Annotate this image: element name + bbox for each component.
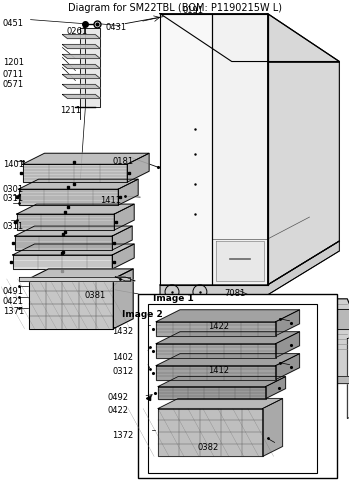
Polygon shape — [62, 45, 100, 49]
Polygon shape — [29, 279, 113, 329]
Polygon shape — [160, 15, 340, 62]
Text: 1401: 1401 — [3, 160, 24, 169]
Text: 0421: 0421 — [3, 296, 24, 305]
Text: 1432: 1432 — [112, 326, 133, 335]
Text: 0492: 0492 — [107, 392, 128, 401]
Polygon shape — [19, 277, 130, 281]
Polygon shape — [268, 15, 340, 285]
Text: 0181: 0181 — [112, 157, 133, 166]
Polygon shape — [275, 310, 300, 336]
Text: 7081: 7081 — [224, 288, 245, 297]
Polygon shape — [158, 377, 286, 387]
Polygon shape — [156, 332, 300, 344]
Polygon shape — [62, 95, 100, 99]
Text: 0261: 0261 — [66, 26, 88, 36]
Polygon shape — [156, 366, 275, 380]
Text: 1412: 1412 — [208, 365, 229, 374]
Polygon shape — [326, 309, 350, 329]
Circle shape — [290, 301, 318, 329]
Polygon shape — [160, 242, 340, 295]
Polygon shape — [15, 237, 112, 250]
Polygon shape — [17, 204, 134, 215]
Text: 0311: 0311 — [3, 222, 24, 231]
Polygon shape — [62, 85, 100, 89]
Polygon shape — [112, 244, 134, 269]
Text: 0571: 0571 — [3, 81, 24, 89]
Polygon shape — [275, 332, 300, 358]
Bar — [138, 294, 337, 478]
Text: 1422: 1422 — [208, 321, 229, 330]
Polygon shape — [23, 165, 127, 183]
Text: 1201: 1201 — [3, 58, 24, 66]
Text: 0381: 0381 — [84, 290, 106, 299]
Polygon shape — [62, 65, 100, 69]
Polygon shape — [127, 154, 149, 183]
Polygon shape — [156, 322, 275, 336]
Text: 0301: 0301 — [3, 185, 24, 194]
Polygon shape — [158, 387, 266, 399]
Polygon shape — [112, 226, 132, 250]
Polygon shape — [222, 299, 350, 379]
Polygon shape — [115, 277, 135, 281]
Polygon shape — [216, 242, 264, 281]
Text: 1372: 1372 — [112, 430, 133, 440]
Text: Image 1: Image 1 — [153, 293, 194, 302]
Text: 0491: 0491 — [3, 286, 24, 295]
Polygon shape — [118, 180, 138, 205]
Polygon shape — [23, 154, 149, 165]
Polygon shape — [80, 29, 100, 108]
Text: 1371: 1371 — [3, 306, 24, 315]
Text: 1411: 1411 — [100, 196, 121, 205]
Polygon shape — [13, 255, 112, 269]
Polygon shape — [156, 354, 300, 366]
Polygon shape — [228, 349, 248, 371]
Polygon shape — [62, 56, 100, 60]
Polygon shape — [158, 399, 282, 408]
Text: 0451: 0451 — [3, 19, 24, 28]
Polygon shape — [62, 75, 100, 80]
Polygon shape — [160, 15, 212, 285]
Polygon shape — [275, 354, 300, 380]
Polygon shape — [17, 215, 114, 230]
Circle shape — [242, 299, 274, 331]
Polygon shape — [13, 244, 134, 255]
Text: Image 2: Image 2 — [122, 309, 163, 318]
Polygon shape — [222, 377, 350, 384]
Polygon shape — [158, 408, 262, 456]
Bar — [148, 304, 317, 473]
Polygon shape — [113, 269, 133, 329]
Polygon shape — [156, 344, 275, 358]
Polygon shape — [347, 319, 350, 419]
Polygon shape — [29, 269, 133, 279]
Polygon shape — [62, 36, 100, 40]
Text: 0431: 0431 — [105, 22, 126, 32]
Polygon shape — [212, 15, 268, 285]
Text: 0382: 0382 — [198, 443, 219, 451]
Text: 0312: 0312 — [112, 366, 133, 375]
Text: 0711: 0711 — [3, 70, 24, 80]
Text: 1402: 1402 — [112, 352, 133, 361]
Text: 1211: 1211 — [61, 106, 82, 115]
Text: 0191: 0191 — [183, 6, 204, 15]
Polygon shape — [15, 226, 132, 237]
Text: 0311: 0311 — [3, 194, 24, 203]
Polygon shape — [266, 377, 286, 399]
Polygon shape — [114, 204, 134, 230]
Text: 0422: 0422 — [107, 405, 128, 414]
Polygon shape — [19, 180, 138, 190]
Polygon shape — [262, 399, 282, 456]
Text: Diagram for SM22TBL (BOM: P1190215W L): Diagram for SM22TBL (BOM: P1190215W L) — [68, 2, 282, 13]
Polygon shape — [156, 310, 300, 322]
Polygon shape — [19, 190, 118, 205]
